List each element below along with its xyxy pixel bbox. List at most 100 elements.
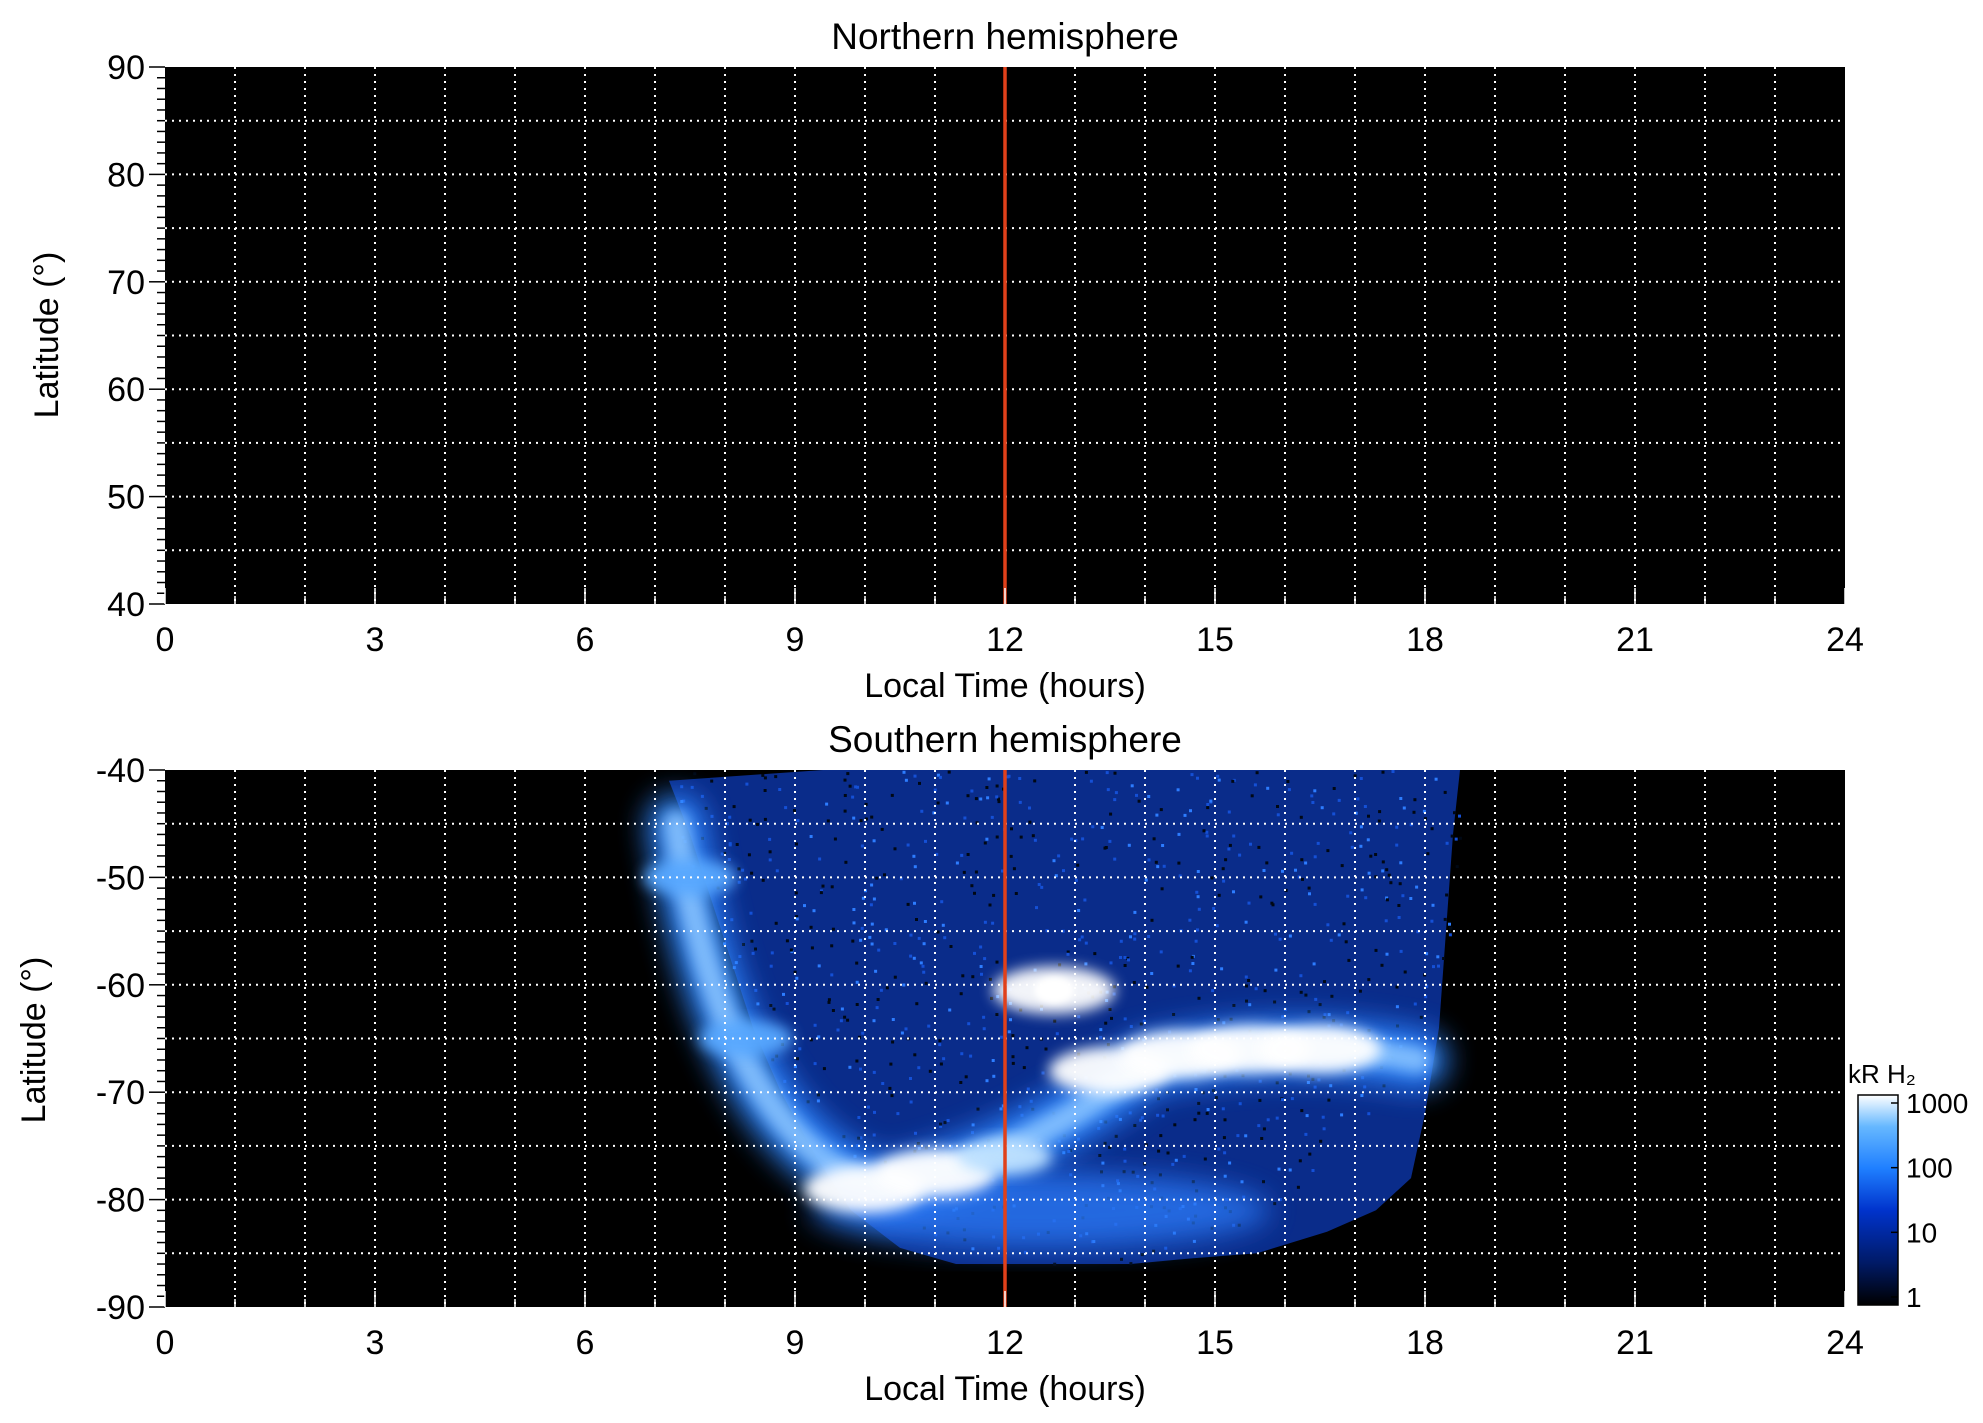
emission-pixel xyxy=(830,973,834,977)
emission-pixel xyxy=(1223,1174,1227,1178)
emission-pixel xyxy=(1007,1030,1011,1034)
emission-pixel xyxy=(732,805,736,809)
emission-pixel xyxy=(1197,996,1201,1000)
emission-pixel xyxy=(1119,956,1122,959)
emission-pixel xyxy=(794,891,798,895)
emission-pixel xyxy=(1443,790,1447,794)
south-x-axis-label: Local Time (hours) xyxy=(864,1370,1146,1408)
emission-pixel xyxy=(1164,1246,1168,1250)
emission-pixel xyxy=(1332,812,1336,816)
emission-pixel xyxy=(1054,874,1058,878)
emission-pixel xyxy=(1078,938,1082,942)
emission-pixel xyxy=(763,789,767,792)
emission-pixel xyxy=(723,851,727,855)
emission-pixel xyxy=(826,819,830,823)
colorbar-tick-label: 10 xyxy=(1906,1217,1937,1248)
emission-pixel xyxy=(1150,918,1154,922)
emission-pixel xyxy=(1108,1008,1112,1011)
emission-pixel xyxy=(904,778,908,782)
emission-pixel xyxy=(1245,984,1248,988)
emission-pixel xyxy=(1223,1118,1227,1122)
emission-pixel xyxy=(870,922,874,926)
y-tick-label: -80 xyxy=(96,1182,145,1220)
emission-pixel xyxy=(857,1116,861,1119)
emission-pixel xyxy=(1119,939,1123,943)
emission-pixel xyxy=(1161,1114,1165,1118)
emission-pixel xyxy=(1156,1113,1160,1117)
emission-pixel xyxy=(1270,901,1274,905)
emission-pixel xyxy=(819,891,823,895)
emission-pixel xyxy=(872,1070,876,1074)
emission-pixel xyxy=(754,947,757,951)
emission-pixel xyxy=(856,785,859,789)
emission-pixel xyxy=(1223,1151,1227,1155)
emission-pixel xyxy=(872,1019,876,1023)
emission-pixel xyxy=(1227,847,1231,851)
emission-pixel xyxy=(1140,1116,1144,1120)
emission-pixel xyxy=(742,943,745,946)
emission-pixel xyxy=(1215,924,1219,928)
emission-pixel xyxy=(1037,883,1041,886)
emission-pixel xyxy=(913,1053,917,1057)
emission-pixel xyxy=(1145,985,1149,989)
emission-pixel xyxy=(1287,788,1291,792)
emission-pixel xyxy=(852,816,856,820)
emission-pixel xyxy=(839,1019,843,1023)
emission-pixel xyxy=(885,986,889,990)
south-x-tick-labels: 0 3 6 9 12 15 18 21 24 xyxy=(156,1324,1864,1362)
emission-pixel xyxy=(893,847,897,851)
emission-pixel xyxy=(918,781,921,785)
emission-pixel xyxy=(1278,937,1282,941)
emission-pixel xyxy=(1313,789,1317,793)
emission-pixel xyxy=(1216,1018,1220,1022)
emission-pixel xyxy=(1275,1081,1279,1085)
emission-pixel xyxy=(1384,919,1388,923)
emission-pixel xyxy=(700,794,704,798)
emission-pixel xyxy=(831,1009,835,1012)
emission-pixel xyxy=(949,945,953,948)
emission-pixel xyxy=(793,1065,797,1069)
emission-pixel xyxy=(1114,1134,1118,1138)
emission-pixel xyxy=(1139,1022,1143,1026)
emission-pixel xyxy=(1214,1096,1218,1100)
emission-pixel xyxy=(1300,858,1304,862)
emission-pixel xyxy=(1238,1102,1242,1106)
emission-pixel xyxy=(938,1043,942,1047)
emission-pixel xyxy=(1403,970,1407,974)
emission-pixel xyxy=(1113,857,1117,861)
emission-pixel xyxy=(939,1062,943,1066)
emission-pixel xyxy=(1123,1017,1127,1021)
y-tick-label: -40 xyxy=(96,752,145,790)
emission-pixel xyxy=(920,809,924,813)
emission-pixel xyxy=(768,850,772,854)
emission-pixel xyxy=(971,975,975,979)
emission-pixel xyxy=(1273,1000,1277,1004)
emission-pixel xyxy=(1296,1185,1300,1189)
emission-pixel xyxy=(806,1100,810,1104)
emission-pixel xyxy=(877,948,881,952)
emission-pixel xyxy=(946,1119,950,1122)
emission-pixel xyxy=(1183,813,1187,817)
emission-pixel xyxy=(1455,865,1459,869)
northern-panel: Northern hemisphere 40 50 60 70 80 90 0 3 6 9 12 1… xyxy=(28,16,1864,705)
emission-pixel xyxy=(827,998,831,1002)
emission-pixel xyxy=(1009,1018,1012,1022)
emission-pixel xyxy=(1385,868,1389,872)
emission-pixel xyxy=(912,854,916,858)
emission-pixel xyxy=(1299,815,1303,819)
emission-pixel xyxy=(891,1018,895,1021)
emission-pixel xyxy=(979,945,983,949)
emission-pixel xyxy=(870,883,874,887)
x-tick-label: 9 xyxy=(786,1324,805,1362)
emission-pixel xyxy=(1360,888,1364,892)
emission-pixel xyxy=(969,1054,973,1058)
emission-pixel xyxy=(1311,1077,1315,1081)
emission-pixel xyxy=(1147,858,1151,862)
emission-pixel xyxy=(751,951,755,955)
emission-pixel xyxy=(979,797,983,801)
emission-pixel xyxy=(1144,878,1148,882)
emission-pixel xyxy=(1114,791,1118,795)
emission-pixel xyxy=(1346,894,1350,898)
emission-pixel xyxy=(991,921,995,925)
emission-pixel xyxy=(1249,842,1252,846)
